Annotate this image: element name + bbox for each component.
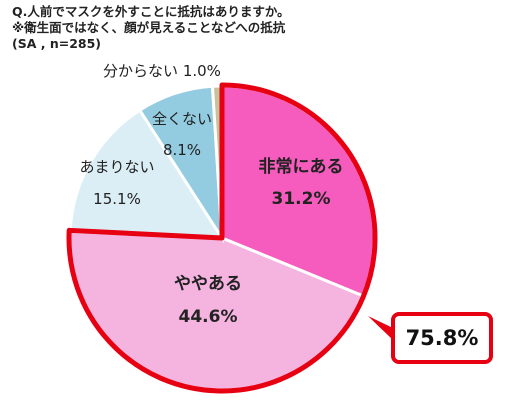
slice-label-1: 非常にある bbox=[259, 156, 344, 177]
slice-value-3: 15.1% bbox=[93, 190, 141, 208]
slice-label-5: 分からない 1.0% bbox=[103, 62, 221, 80]
chart-title-block: Q.人前でマスクを外すことに抵抗はありますか。 ※衛生面ではなく、顔が見えること… bbox=[12, 4, 290, 52]
highlight-total-callout: 75.8% bbox=[391, 312, 493, 364]
slice-label-3: あまりない bbox=[79, 158, 154, 176]
highlight-total-value: 75.8% bbox=[405, 326, 479, 350]
pie-slice-3 bbox=[68, 108, 225, 240]
highlight-outline bbox=[66, 82, 378, 394]
chart-title: Q.人前でマスクを外すことに抵抗はありますか。 bbox=[12, 4, 290, 19]
sample-size: (SA , n=285) bbox=[12, 36, 102, 51]
callout-pointer bbox=[368, 316, 393, 340]
slice-value-2: 44.6% bbox=[179, 307, 238, 327]
chart-subtitle: ※衛生面ではなく、顔が見えることなどへの抵抗 bbox=[12, 20, 286, 35]
slice-value-4: 8.1% bbox=[163, 141, 201, 159]
slice-label-2: ややある bbox=[174, 274, 242, 294]
slice-label-4: 全くない bbox=[152, 110, 212, 128]
slice-value-1: 31.2% bbox=[272, 189, 331, 209]
